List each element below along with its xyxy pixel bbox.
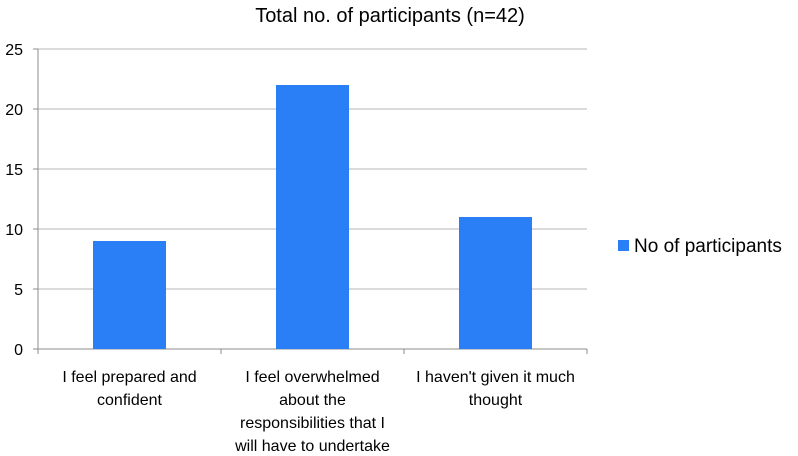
x-category-label: thought [469,392,523,409]
y-tick-label: 20 [5,102,23,119]
y-tick-label: 0 [14,342,23,359]
x-category-label: responsibilities that I [240,415,385,432]
x-category-label: will have to undertake [234,438,390,455]
y-tick-labels: 0 5 10 15 20 25 [5,42,23,359]
legend-label: No of participants [634,236,782,257]
x-category-labels: I feel prepared and confident I feel overw… [62,369,575,455]
bars [93,85,532,349]
y-tick-label: 25 [5,42,23,59]
x-category-label: I haven't given it much [416,369,575,386]
y-tick-label: 15 [5,162,23,179]
chart-title: Total no. of participants (n=42) [255,5,525,27]
legend-swatch [618,240,629,251]
y-tick-label: 10 [5,222,23,239]
x-category-label: I feel prepared and [62,369,196,386]
x-category-label: about the [279,392,346,409]
x-category-label: confident [97,392,162,409]
y-tick-label: 5 [14,282,23,299]
bar [459,217,532,349]
legend: No of participants [618,236,782,257]
x-category-label: I feel overwhelmed [245,369,379,386]
bar [93,241,166,349]
bar [276,85,349,349]
